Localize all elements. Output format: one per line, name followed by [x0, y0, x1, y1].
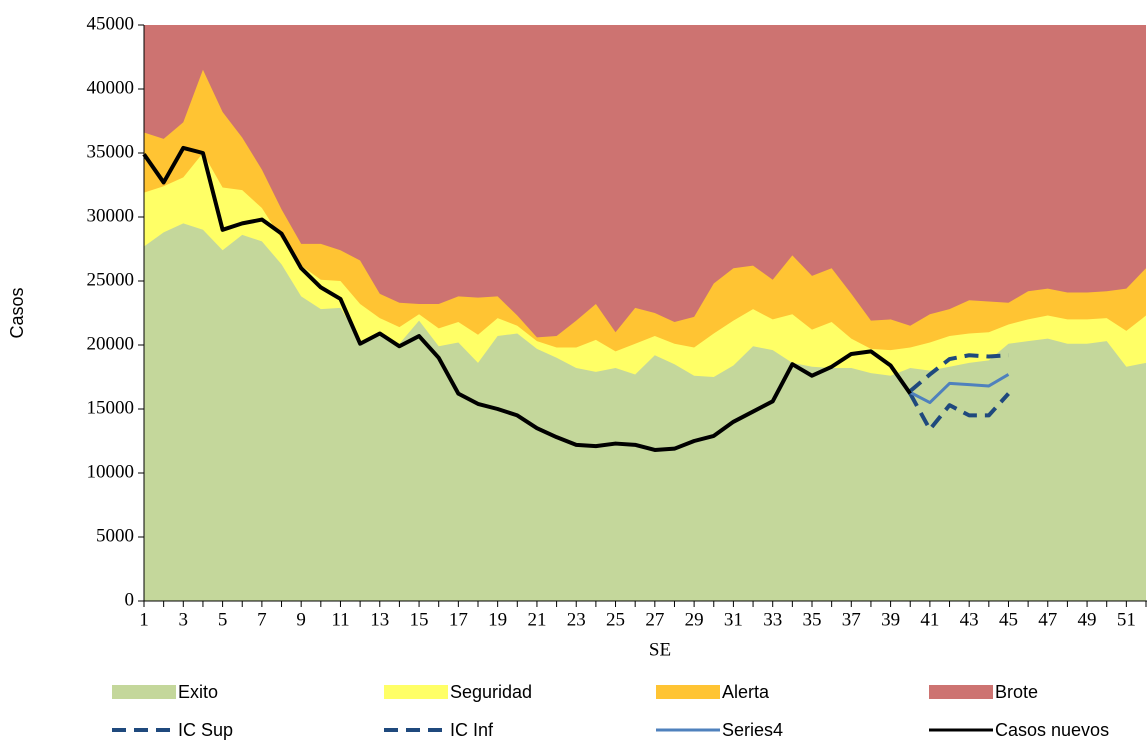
- x-tick-label: 47: [1038, 609, 1057, 630]
- y-tick-label: 10000: [87, 461, 135, 482]
- legend-label: Casos nuevos: [995, 720, 1109, 740]
- x-axis-label: SE: [649, 639, 671, 660]
- x-tick-label: 51: [1117, 609, 1136, 630]
- line: [142, 145, 912, 452]
- x-tick-label: 39: [881, 609, 900, 630]
- x-tick-label: 23: [567, 609, 586, 630]
- plot-area: [142, 25, 1146, 602]
- y-tick-label: 30000: [87, 205, 135, 226]
- legend-swatch: [929, 685, 993, 699]
- line: [908, 353, 1009, 393]
- legend-label: Exito: [178, 682, 218, 702]
- line: [909, 373, 1010, 405]
- line: [908, 392, 1010, 432]
- x-tick-label: 35: [803, 609, 822, 630]
- legend-label: Seguridad: [450, 682, 532, 702]
- x-tick-label: 13: [370, 609, 389, 630]
- y-tick-label: 0: [125, 589, 135, 610]
- x-tick-label: 37: [842, 609, 861, 630]
- x-tick-label: 31: [724, 609, 743, 630]
- x-tick-label: 29: [685, 609, 704, 630]
- y-tick-label: 40000: [87, 77, 135, 98]
- legend-label: IC Inf: [450, 720, 494, 740]
- x-tick-label: 11: [331, 609, 349, 630]
- x-tick-label: 9: [296, 609, 306, 630]
- x-tick-label: 5: [218, 609, 228, 630]
- x-tick-label: 49: [1078, 609, 1097, 630]
- x-tick-label: 43: [960, 609, 979, 630]
- x-tick-label: 45: [999, 609, 1018, 630]
- legend-label: Alerta: [722, 682, 770, 702]
- area: [144, 223, 1146, 601]
- y-tick-label: 20000: [87, 333, 135, 354]
- legend-swatch: [112, 685, 176, 699]
- y-tick-label: 45000: [87, 13, 135, 34]
- legend-label: IC Sup: [178, 720, 233, 740]
- y-tick-label: 15000: [87, 397, 135, 418]
- legend-swatch: [384, 685, 448, 699]
- x-tick-label: 7: [257, 609, 267, 630]
- legend-label: Brote: [995, 682, 1038, 702]
- x-tick-label: 17: [449, 609, 468, 630]
- x-tick-label: 19: [488, 609, 507, 630]
- y-tick-label: 35000: [87, 141, 135, 162]
- legend-label: Series4: [722, 720, 783, 740]
- x-tick-label: 1: [139, 609, 149, 630]
- y-axis-label: Casos: [7, 287, 27, 338]
- x-tick-label: 25: [606, 609, 625, 630]
- y-tick-label: 5000: [96, 525, 134, 546]
- x-tick-label: 3: [179, 609, 189, 630]
- x-tick-label: 41: [920, 609, 939, 630]
- y-tick-label: 25000: [87, 269, 135, 290]
- legend-swatch: [656, 685, 720, 699]
- x-tick-label: 21: [527, 609, 546, 630]
- x-tick-label: 33: [763, 609, 782, 630]
- x-tick-label: 15: [410, 609, 429, 630]
- x-tick-label: 27: [645, 609, 664, 630]
